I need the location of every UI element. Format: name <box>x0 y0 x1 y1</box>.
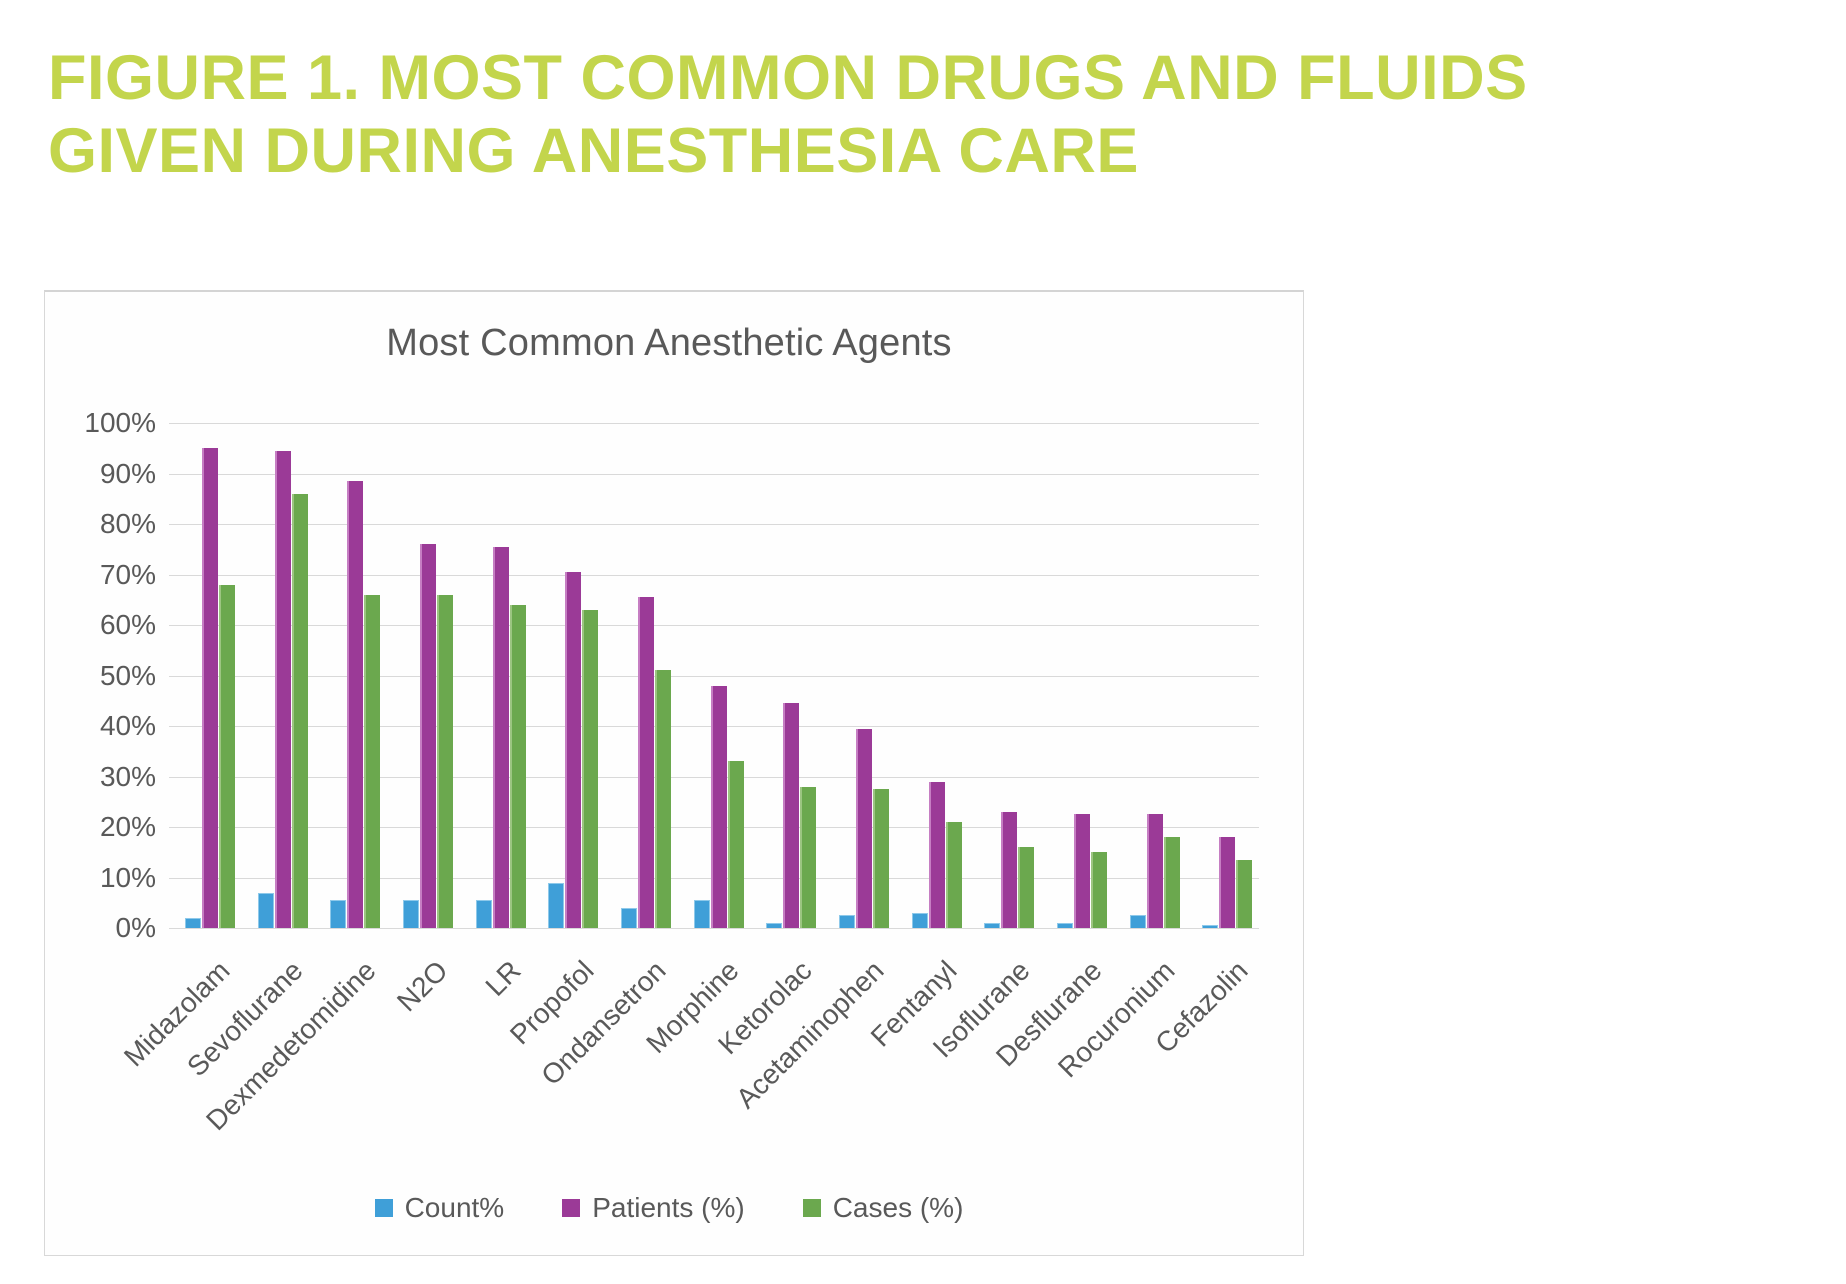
y-tick-label: 20% <box>99 811 156 842</box>
legend-label: Cases (%) <box>832 1192 964 1223</box>
bar-count-sevoflurane <box>257 892 274 928</box>
bar-count-propofol <box>548 882 565 928</box>
bar-patients-ondansetron <box>638 597 654 928</box>
bar-patients-sevoflurane <box>274 450 291 928</box>
legend-item-patients: Patients (%) <box>562 1192 745 1224</box>
bar-patients-cefazolin <box>1219 837 1236 928</box>
legend-swatch-cases <box>802 1199 821 1217</box>
chart-panel: Most Common Anesthetic Agents 100% 90% 80%… <box>44 290 1304 1256</box>
chart-title: Most Common Anesthetic Agents <box>386 322 952 364</box>
bar-cases-lr <box>509 604 526 928</box>
bar-patients-fentanyl <box>928 781 945 928</box>
gridline <box>169 423 1259 424</box>
y-tick-label: 30% <box>99 760 156 792</box>
bar-count-cefazolin <box>1202 925 1219 928</box>
legend-item-count: Count% <box>374 1192 505 1224</box>
legend-swatch-patients <box>562 1199 581 1217</box>
gridline <box>169 675 1259 677</box>
bar-cases-morphine <box>727 761 744 928</box>
bar-count-desflurane <box>1057 922 1073 928</box>
bar-cases-rocuronium <box>1163 837 1180 928</box>
bar-patients-desflurane <box>1074 814 1090 928</box>
gridline <box>169 524 1259 525</box>
bar-count-ondansetron <box>621 907 637 928</box>
y-tick-label: 60% <box>99 609 156 640</box>
bar-count-midazolam <box>185 917 201 928</box>
bar-patients-acetaminophen <box>856 728 872 928</box>
figure-title-line-1: FIGURE 1. MOST COMMON DRUGS AND FLUIDS <box>48 43 1528 113</box>
legend-label: Patients (%) <box>592 1192 745 1223</box>
plot-area <box>169 423 1259 929</box>
legend-label: Count% <box>404 1192 505 1223</box>
bar-patients-midazolam <box>202 448 218 928</box>
figure-title-line-2: GIVEN DURING ANESTHESIA CARE <box>48 116 1139 186</box>
bar-patients-isoflurane <box>1001 811 1018 928</box>
bar-count-dexmedetomidine <box>330 900 347 928</box>
bar-count-isoflurane <box>984 922 1001 928</box>
bar-cases-sevoflurane <box>291 493 308 928</box>
gridline <box>169 473 1259 475</box>
bar-patients-morphine <box>710 685 727 928</box>
bar-patients-propofol <box>565 571 582 928</box>
y-tick-label: 80% <box>99 508 156 539</box>
bar-cases-ondansetron <box>655 670 671 928</box>
bar-cases-midazolam <box>219 584 235 928</box>
y-tick-label: 0% <box>115 912 156 943</box>
bar-count-rocuronium <box>1129 915 1146 928</box>
bar-cases-propofol <box>582 609 599 928</box>
y-tick-label: 40% <box>99 710 156 741</box>
bar-cases-desflurane <box>1091 852 1107 928</box>
bar-count-morphine <box>693 900 710 928</box>
bar-cases-acetaminophen <box>873 789 889 928</box>
bar-count-acetaminophen <box>839 915 855 928</box>
bar-patients-n2o <box>420 544 436 928</box>
y-tick-label: 90% <box>99 457 156 489</box>
bar-count-n2o <box>403 900 419 928</box>
y-tick-label: 10% <box>99 861 156 893</box>
bar-patients-rocuronium <box>1146 814 1163 928</box>
bar-cases-dexmedetomidine <box>364 594 381 928</box>
bar-cases-cefazolin <box>1236 859 1253 928</box>
gridline <box>169 625 1259 626</box>
y-tick-label: 100% <box>84 407 156 438</box>
bar-cases-isoflurane <box>1018 847 1035 928</box>
bar-cases-n2o <box>437 594 453 928</box>
legend-item-cases: Cases (%) <box>802 1192 964 1224</box>
bar-count-lr <box>475 900 492 928</box>
legend-swatch-count <box>374 1199 393 1217</box>
bar-patients-ketorolac <box>783 703 800 928</box>
legend: Count% Patients (%) Cases (%) <box>45 1190 1293 1226</box>
gridline <box>169 928 1259 929</box>
bar-count-ketorolac <box>766 922 783 928</box>
bar-cases-ketorolac <box>800 786 817 928</box>
bar-cases-fentanyl <box>945 821 962 928</box>
bar-count-fentanyl <box>911 912 928 928</box>
bar-patients-dexmedetomidine <box>347 481 364 928</box>
figure-title: FIGURE 1. MOST COMMON DRUGS AND FLUIDS G… <box>48 42 1608 188</box>
y-tick-label: 70% <box>99 558 156 590</box>
gridline <box>169 574 1259 576</box>
y-tick-label: 50% <box>99 659 156 691</box>
bar-patients-lr <box>492 546 509 928</box>
